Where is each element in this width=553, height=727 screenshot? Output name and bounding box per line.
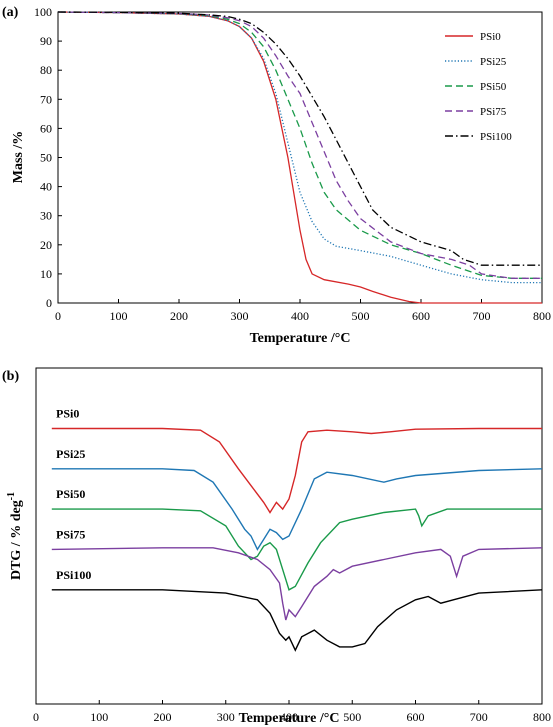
panel-b-series-label-psi0: PSi0 xyxy=(56,406,79,420)
panel-b-x-tick-label: 200 xyxy=(154,710,172,724)
panel-b-ticks: 0 100 200 300 400 500 600 700 800 xyxy=(33,700,551,724)
panel-a-x-tick-label: 0 xyxy=(55,309,61,323)
panel-a-y-tick-label: 30 xyxy=(40,209,52,223)
legend-label-psi75: PSi75 xyxy=(480,106,507,118)
legend-label-psi100: PSi100 xyxy=(480,131,512,143)
panel-b-x-tick-label: 0 xyxy=(33,710,39,724)
panel-a-series-psi25 xyxy=(57,11,542,284)
panel-b-x-tick-label: 400 xyxy=(280,710,298,724)
panel-a-series-psi75 xyxy=(57,11,542,279)
panel-a-y-tick-label: 80 xyxy=(40,63,52,77)
panel-a-label: (a) xyxy=(2,5,19,20)
panel-a-legend: PSi0 PSi25 PSi50 PSi75 PSi100 xyxy=(445,31,512,143)
panel-b-series-labels: PSi0 PSi25 PSi50 PSi75 PSi100 xyxy=(56,406,91,581)
panel-a-ticks: 0 100 200 300 400 500 600 700 800 0 10 20 30 40 50 60 70… xyxy=(34,5,551,323)
panel-a-series-psi100 xyxy=(57,11,542,266)
panel-b-series-psi25 xyxy=(51,468,543,551)
panel-a-y-tick-label: 0 xyxy=(46,296,52,310)
panel-a-y-axis-label: Mass /% xyxy=(11,131,26,184)
panel-a-x-tick-label: 200 xyxy=(170,309,188,323)
panel-a-y-tick-label: 20 xyxy=(40,238,52,252)
panel-a-series xyxy=(57,11,542,304)
panel-a-plot-frame xyxy=(57,11,543,304)
panel-a-series-psi50 xyxy=(57,11,542,279)
panel-b-series xyxy=(51,427,543,652)
panel-a: (a) 0 100 200 300 400 500 600 700 800 0 10 20 30 40 50… xyxy=(2,5,551,346)
panel-a-y-tick-label: 60 xyxy=(40,121,52,135)
panel-a-series-psi0 xyxy=(57,11,542,304)
panel-a-y-tick-label: 90 xyxy=(40,34,52,48)
panel-b-x-axis-label: Temperature /°C xyxy=(239,711,340,726)
panel-a-x-axis-label: Temperature /°C xyxy=(250,331,351,346)
legend-label-psi50: PSi50 xyxy=(480,81,507,93)
panel-a-x-tick-label: 700 xyxy=(473,309,491,323)
panel-b-series-psi75 xyxy=(51,547,543,621)
panel-b-x-tick-label: 600 xyxy=(407,710,425,724)
legend-label-psi25: PSi25 xyxy=(480,56,507,68)
panel-b-x-tick-label: 300 xyxy=(217,710,235,724)
panel-a-y-tick-label: 40 xyxy=(40,180,52,194)
panel-a-y-tick-label: 100 xyxy=(34,5,52,19)
panel-b-y-axis-label: DTG / % deg-1 xyxy=(6,492,24,580)
panel-b-x-tick-label: 100 xyxy=(90,710,108,724)
panel-b-series-psi100 xyxy=(51,589,543,652)
panel-a-y-tick-label: 70 xyxy=(40,92,52,106)
panel-b-series-label-psi75: PSi75 xyxy=(56,527,85,541)
panel-b-series-label-psi100: PSi100 xyxy=(56,568,91,582)
panel-a-x-tick-label: 500 xyxy=(352,309,370,323)
panel-b-y-axis-label-main: DTG / % deg xyxy=(9,500,24,580)
panel-a-y-tick-label: 10 xyxy=(40,267,52,281)
panel-b-x-tick-label: 700 xyxy=(470,710,488,724)
panel-b-x-tick-label: 800 xyxy=(533,710,551,724)
panel-b: (b) 0 100 200 300 400 500 600 700 800 PSi0PSi25P… xyxy=(2,367,551,726)
panel-b-x-tick-label: 500 xyxy=(343,710,361,724)
panel-b-series-psi0 xyxy=(51,427,542,514)
panel-b-series-psi50 xyxy=(51,508,542,591)
panel-a-x-tick-label: 300 xyxy=(231,309,249,323)
panel-b-label: (b) xyxy=(2,369,19,384)
panel-a-x-tick-label: 100 xyxy=(110,309,128,323)
panel-a-x-tick-label: 600 xyxy=(412,309,430,323)
panel-b-series-label-psi25: PSi25 xyxy=(56,447,85,461)
panel-a-y-tick-label: 50 xyxy=(40,151,52,165)
panel-a-x-tick-label: 400 xyxy=(291,309,309,323)
panel-b-series-label-psi50: PSi50 xyxy=(56,487,85,501)
panel-a-x-tick-label: 800 xyxy=(533,309,551,323)
legend-label-psi0: PSi0 xyxy=(480,31,501,43)
panel-b-y-axis-label-superscript: -1 xyxy=(6,492,17,500)
